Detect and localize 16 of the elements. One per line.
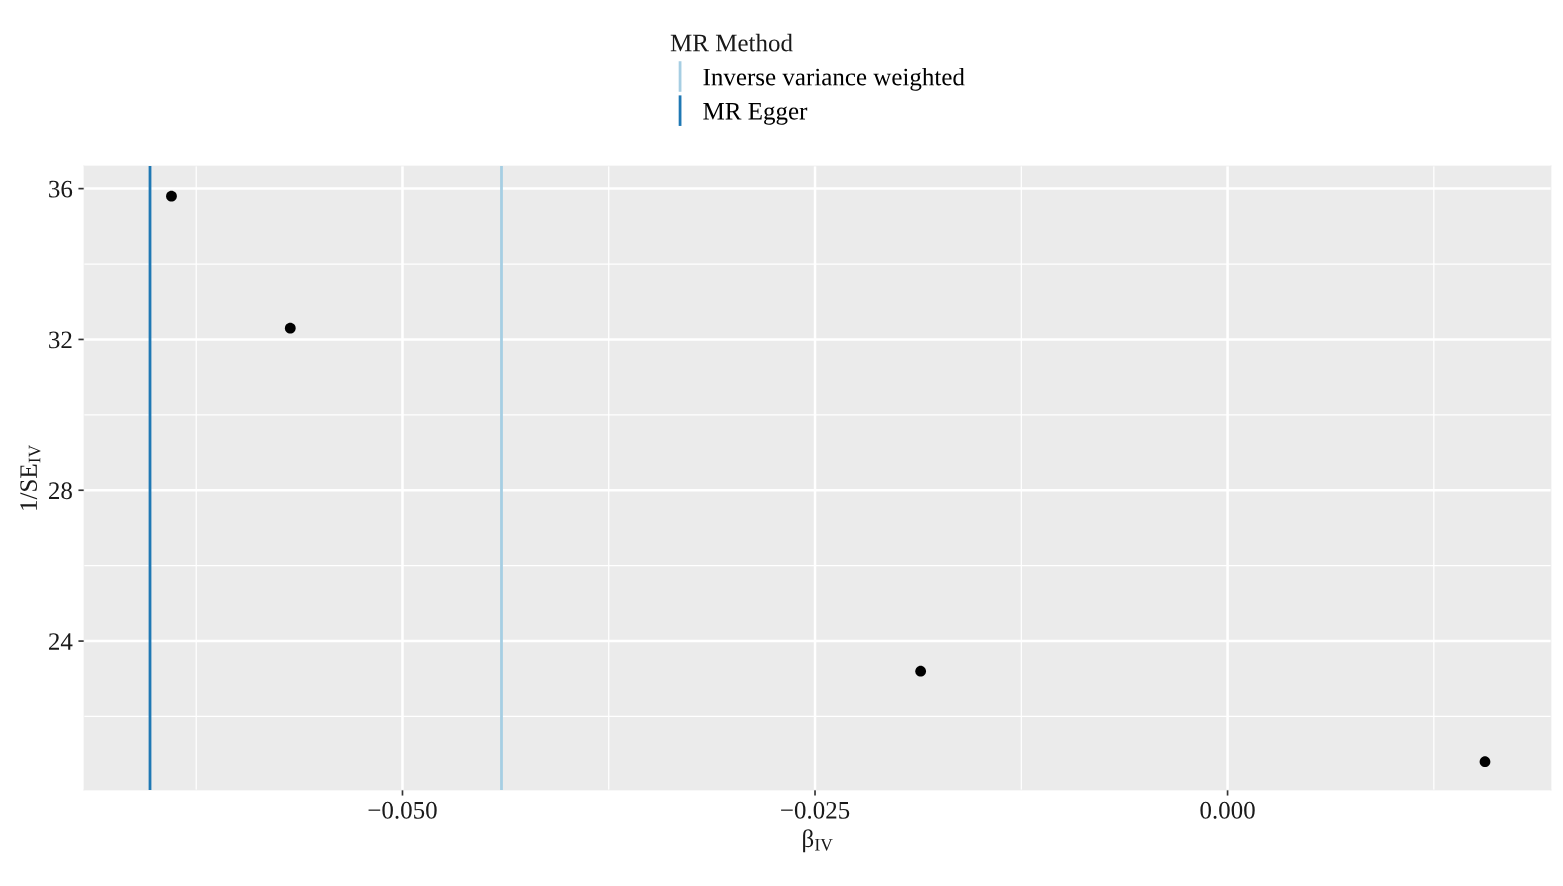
x-tick-label: 0.000 (1200, 801, 1255, 819)
x-axis-title: β$_{IV}$ (803, 829, 833, 853)
x-tick-label: −0.050 (368, 801, 437, 819)
y-tick-label: 24 (48, 633, 73, 650)
y-axis-title: 1/SE$_{IV}$ (20, 444, 41, 510)
y-tick-label: 32 (49, 331, 72, 349)
point (915, 665, 927, 677)
point (1479, 756, 1491, 768)
legend-title: MR Method (670, 33, 793, 52)
point (166, 190, 177, 202)
point (284, 322, 296, 334)
y-tick-label: 36 (49, 180, 73, 198)
legend-label: Inverse variance weighted (703, 67, 965, 91)
y-tick-label: 28 (48, 482, 72, 500)
legend-label: MR Egger (703, 103, 808, 125)
x-tick-label: −0.025 (781, 801, 850, 819)
